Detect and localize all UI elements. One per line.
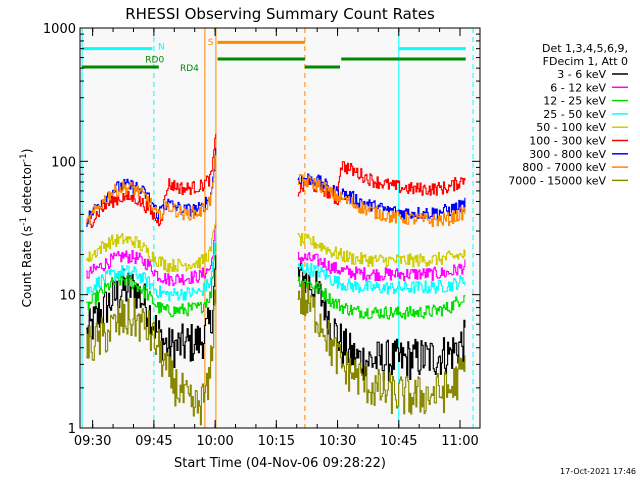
legend-label-0: 3 - 6 keV xyxy=(557,68,606,81)
y-tick-label-2: 100 xyxy=(51,155,76,170)
flag-label-2: S xyxy=(208,38,214,48)
y-label-sup-1: -1 xyxy=(19,217,29,226)
series-line-5-seg-1 xyxy=(297,161,466,206)
legend-label-3: 25 - 50 keV xyxy=(543,108,606,121)
legend-header-0: Det 1,3,4,5,6,9, xyxy=(542,42,628,55)
series-line-3-seg-1 xyxy=(297,262,466,295)
x-tick-label-5: 10:45 xyxy=(380,434,417,449)
series-line-4-seg-1 xyxy=(297,233,466,268)
legend-label-2: 12 - 25 keV xyxy=(543,95,606,108)
plot-frame-group xyxy=(80,28,480,428)
x-tick-label-0: 09:30 xyxy=(74,434,111,449)
series-group xyxy=(86,133,466,426)
timestamp: 17-Oct-2021 17:46 xyxy=(560,467,636,476)
x-tick-label-6: 11:00 xyxy=(441,434,478,449)
y-label-part-1: Count Rate (s xyxy=(20,226,34,308)
legend-label-4: 50 - 100 keV xyxy=(536,121,606,134)
series-line-1-seg-0 xyxy=(86,220,217,287)
flag-bars-group: N RD0 S RD4 xyxy=(82,38,466,74)
legend-group: Det 1,3,4,5,6,9,FDecim 1, Att 03 - 6 keV… xyxy=(508,42,628,187)
vertical-lines-group xyxy=(81,28,474,428)
axes-group: 1 10 100 1000 09:30 09:45 10:00 10:15 10:30 10:45… xyxy=(43,22,481,449)
x-tick-label-3: 10:15 xyxy=(258,434,295,449)
series-line-2-seg-0 xyxy=(86,241,217,318)
y-tick-label-3: 1000 xyxy=(43,22,76,37)
y-label-sup-2: -1 xyxy=(19,153,29,162)
flag-label-3: RD4 xyxy=(180,64,199,74)
series-line-8-seg-0 xyxy=(86,289,217,426)
x-tick-label-2: 10:00 xyxy=(196,434,233,449)
series-line-7-seg-0 xyxy=(86,154,217,225)
legend-label-7: 800 - 7000 keV xyxy=(522,161,606,174)
series-line-3-seg-0 xyxy=(86,228,217,301)
y-tick-label-1: 10 xyxy=(59,289,76,304)
legend-label-1: 6 - 12 keV xyxy=(550,81,606,94)
series-line-8-seg-1 xyxy=(297,280,466,415)
plot-frame xyxy=(79,27,481,429)
plot-background xyxy=(80,28,480,428)
legend-header-1: FDecim 1, Att 0 xyxy=(543,55,628,68)
x-tick-label-4: 10:30 xyxy=(319,434,356,449)
x-tick-label-1: 09:45 xyxy=(135,434,172,449)
x-axis-label: Start Time (04-Nov-06 09:28:22) xyxy=(174,456,386,471)
chart-title: RHESSI Observing Summary Count Rates xyxy=(125,5,435,23)
y-axis-label: Count Rate (s-1 detector-1) xyxy=(19,149,34,308)
series-line-0-seg-0 xyxy=(86,255,217,368)
legend-label-6: 300 - 800 keV xyxy=(529,148,606,161)
series-line-2-seg-1 xyxy=(297,276,466,320)
flag-label-0: N xyxy=(158,42,165,52)
y-label-part-3: ) xyxy=(20,149,34,154)
y-tick-label-0: 1 xyxy=(68,422,76,437)
y-label-part-2: detector xyxy=(20,162,34,217)
legend-label-8: 7000 - 15000 keV xyxy=(508,174,606,187)
series-line-4-seg-0 xyxy=(86,217,217,273)
flag-label-1: RD0 xyxy=(145,56,164,66)
series-line-5-seg-0 xyxy=(86,133,217,228)
series-line-1-seg-1 xyxy=(297,252,466,282)
series-line-7-seg-1 xyxy=(297,174,466,228)
legend-label-5: 100 - 300 keV xyxy=(529,135,606,148)
series-line-6-seg-1 xyxy=(297,173,466,220)
